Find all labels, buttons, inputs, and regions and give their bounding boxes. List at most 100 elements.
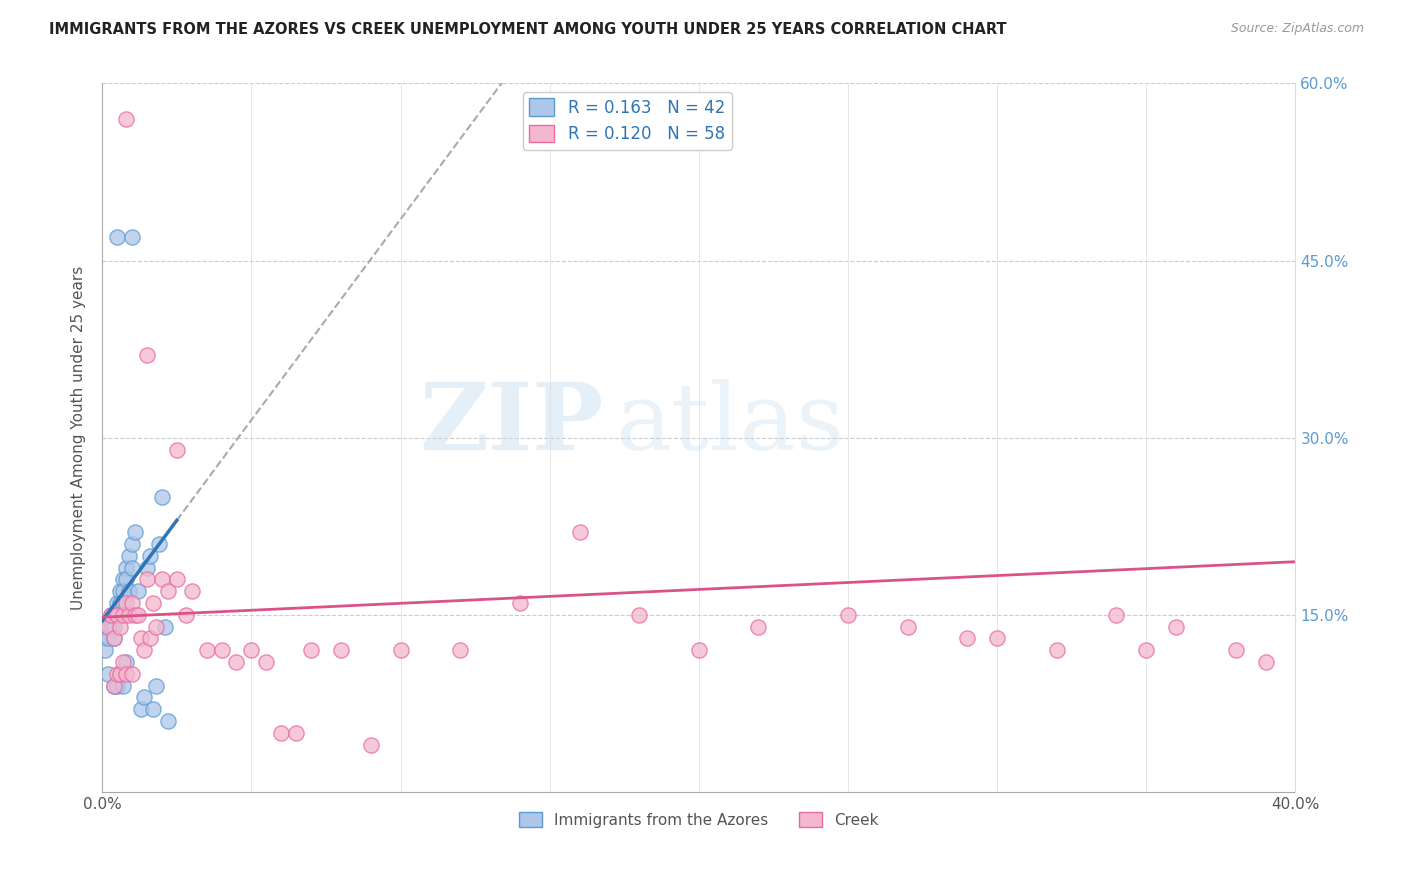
Point bbox=[105, 230, 128, 244]
Point bbox=[254, 655, 277, 669]
Point bbox=[156, 584, 179, 599]
Point bbox=[94, 632, 117, 646]
Point bbox=[103, 632, 125, 646]
Point bbox=[148, 537, 170, 551]
Point bbox=[105, 607, 128, 622]
Point bbox=[139, 632, 162, 646]
Point bbox=[136, 348, 159, 362]
Point bbox=[118, 584, 141, 599]
Point bbox=[97, 620, 120, 634]
Point bbox=[449, 643, 471, 657]
Point bbox=[115, 112, 138, 126]
Point bbox=[108, 596, 131, 610]
Point bbox=[124, 607, 146, 622]
Point bbox=[329, 643, 352, 657]
Text: Source: ZipAtlas.com: Source: ZipAtlas.com bbox=[1230, 22, 1364, 36]
Point bbox=[115, 573, 138, 587]
Point bbox=[360, 738, 382, 752]
Point bbox=[121, 560, 143, 574]
Text: atlas: atlas bbox=[616, 378, 845, 468]
Point bbox=[509, 596, 531, 610]
Text: ZIP: ZIP bbox=[419, 378, 603, 468]
Point bbox=[94, 643, 117, 657]
Point bbox=[108, 607, 131, 622]
Point bbox=[124, 525, 146, 540]
Point bbox=[112, 655, 135, 669]
Point bbox=[115, 560, 138, 574]
Point bbox=[121, 666, 143, 681]
Point bbox=[180, 584, 202, 599]
Point bbox=[956, 632, 979, 646]
Point bbox=[299, 643, 322, 657]
Point bbox=[115, 666, 138, 681]
Point bbox=[100, 607, 122, 622]
Point bbox=[121, 230, 143, 244]
Point bbox=[97, 620, 120, 634]
Point bbox=[747, 620, 769, 634]
Point bbox=[118, 607, 141, 622]
Point bbox=[1105, 607, 1128, 622]
Point bbox=[211, 643, 233, 657]
Point bbox=[837, 607, 859, 622]
Point bbox=[112, 607, 135, 622]
Point bbox=[100, 607, 122, 622]
Point bbox=[100, 620, 122, 634]
Point bbox=[142, 702, 165, 716]
Point bbox=[127, 584, 149, 599]
Point bbox=[1135, 643, 1157, 657]
Point bbox=[136, 573, 159, 587]
Point bbox=[1254, 655, 1277, 669]
Point bbox=[166, 442, 188, 457]
Point bbox=[156, 714, 179, 728]
Point bbox=[105, 607, 128, 622]
Point bbox=[103, 632, 125, 646]
Point bbox=[145, 679, 167, 693]
Point bbox=[105, 666, 128, 681]
Point bbox=[153, 620, 176, 634]
Point bbox=[986, 632, 1008, 646]
Point bbox=[150, 490, 173, 504]
Point bbox=[112, 679, 135, 693]
Point bbox=[285, 726, 308, 740]
Point bbox=[150, 573, 173, 587]
Point bbox=[132, 690, 155, 705]
Point bbox=[121, 596, 143, 610]
Point bbox=[105, 679, 128, 693]
Point bbox=[129, 632, 152, 646]
Point bbox=[112, 596, 135, 610]
Point bbox=[688, 643, 710, 657]
Point bbox=[145, 620, 167, 634]
Y-axis label: Unemployment Among Youth under 25 years: Unemployment Among Youth under 25 years bbox=[72, 266, 86, 610]
Point bbox=[103, 679, 125, 693]
Point bbox=[108, 584, 131, 599]
Point bbox=[121, 537, 143, 551]
Point bbox=[628, 607, 651, 622]
Point bbox=[240, 643, 263, 657]
Point bbox=[136, 560, 159, 574]
Text: IMMIGRANTS FROM THE AZORES VS CREEK UNEMPLOYMENT AMONG YOUTH UNDER 25 YEARS CORR: IMMIGRANTS FROM THE AZORES VS CREEK UNEM… bbox=[49, 22, 1007, 37]
Point bbox=[105, 596, 128, 610]
Point bbox=[112, 573, 135, 587]
Point bbox=[97, 632, 120, 646]
Point bbox=[115, 655, 138, 669]
Point bbox=[115, 596, 138, 610]
Point bbox=[112, 584, 135, 599]
Point bbox=[108, 666, 131, 681]
Point bbox=[1166, 620, 1188, 634]
Point bbox=[103, 679, 125, 693]
Point bbox=[166, 573, 188, 587]
Point bbox=[270, 726, 292, 740]
Legend: Immigrants from the Azores, Creek: Immigrants from the Azores, Creek bbox=[513, 805, 884, 834]
Point bbox=[108, 666, 131, 681]
Point bbox=[127, 607, 149, 622]
Point bbox=[97, 666, 120, 681]
Point bbox=[132, 643, 155, 657]
Point bbox=[568, 525, 591, 540]
Point bbox=[142, 596, 165, 610]
Point bbox=[897, 620, 920, 634]
Point bbox=[389, 643, 412, 657]
Point bbox=[1046, 643, 1069, 657]
Point bbox=[1225, 643, 1247, 657]
Point bbox=[225, 655, 247, 669]
Point bbox=[103, 620, 125, 634]
